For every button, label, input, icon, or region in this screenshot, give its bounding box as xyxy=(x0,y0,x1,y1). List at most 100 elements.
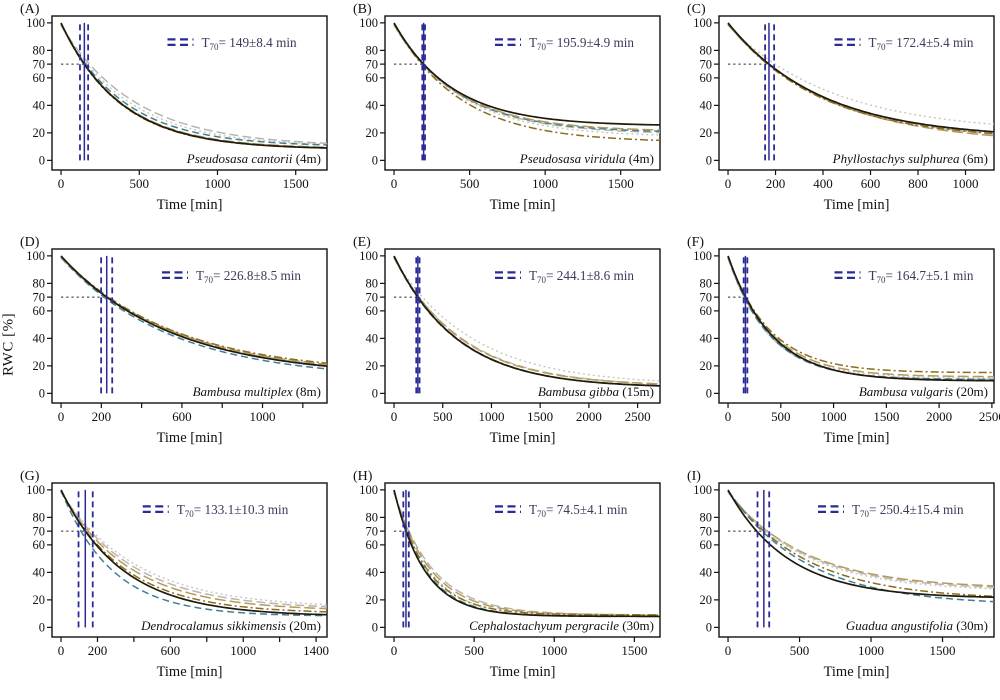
y-tick-label: 60 xyxy=(699,71,711,85)
x-axis-title: Time [min] xyxy=(490,197,556,213)
y-tick-label: 80 xyxy=(699,277,711,291)
x-tick-label: 2500 xyxy=(625,409,651,424)
x-tick-label: 0 xyxy=(724,176,731,191)
y-tick-label: 20 xyxy=(33,593,45,607)
series-longdash-tan-curve xyxy=(393,257,661,386)
series-dash-gray-curve xyxy=(393,257,661,385)
y-tick-label: 60 xyxy=(699,304,711,318)
x-tick-label: 1000 xyxy=(542,643,568,658)
series-solid-black-curve xyxy=(726,255,994,382)
y-tick-label: 70 xyxy=(366,524,378,538)
series-dash-teal-curve xyxy=(60,257,328,370)
plot-frame xyxy=(51,15,328,171)
panel-letter: (A) xyxy=(20,2,40,17)
y-tick-label: 20 xyxy=(699,359,711,373)
series-solid-black-curve xyxy=(393,489,661,617)
x-axis-title: Time [min] xyxy=(157,197,223,213)
t70-annotation: T70= 164.7±5.1 min xyxy=(868,268,973,285)
x-tick-label: 2500 xyxy=(979,409,1000,424)
y-tick-label: 60 xyxy=(699,538,711,552)
panel-letter: (F) xyxy=(687,235,704,250)
species-label: Pseudosasa viridula (4m) xyxy=(519,151,654,166)
x-tick-label: 500 xyxy=(460,176,479,191)
panel-letter: (B) xyxy=(353,2,372,17)
y-tick-label: 0 xyxy=(372,154,378,168)
series-longdash-tan-curve xyxy=(727,491,994,587)
y-tick-label: 70 xyxy=(366,57,378,71)
y-tick-label: 80 xyxy=(699,44,711,58)
panel-a: (A) 0 20 40 60 70 80 100 0 500 1000 1500 T70= 149±8.… xyxy=(0,0,333,233)
plot-frame xyxy=(384,248,662,405)
y-tick-label: 0 xyxy=(705,620,711,634)
x-tick-label: 500 xyxy=(789,643,808,658)
series-dashdot-olive-curve xyxy=(727,22,994,135)
x-tick-label: 1500 xyxy=(929,643,955,658)
y-tick-label: 40 xyxy=(699,99,711,113)
y-tick-label: 20 xyxy=(366,593,378,607)
x-axis-title: Time [min] xyxy=(157,664,223,680)
x-axis-title: Time [min] xyxy=(157,430,223,446)
x-tick-label: 0 xyxy=(724,643,731,658)
x-tick-label: 0 xyxy=(391,176,398,191)
t70-annotation: T70= 172.4±5.4 min xyxy=(868,35,973,52)
x-tick-label: 600 xyxy=(172,409,191,424)
t70-annotation: T70= 133.1±10.3 min xyxy=(177,502,289,519)
t70-annotation: T70= 149±8.4 min xyxy=(201,35,297,52)
series-dashdot-olive-curve xyxy=(60,490,328,613)
x-tick-label: 1500 xyxy=(283,176,309,191)
y-tick-label: 70 xyxy=(33,57,45,71)
series-solid-black-curve xyxy=(727,22,994,133)
y-tick-label: 40 xyxy=(699,565,711,579)
x-tick-label: 500 xyxy=(433,409,452,424)
y-tick-label: 80 xyxy=(33,510,45,524)
series-dashdot-olive-curve xyxy=(393,490,661,616)
y-tick-label: 60 xyxy=(366,538,378,552)
y-tick-label: 40 xyxy=(366,565,378,579)
plot-frame xyxy=(717,15,995,171)
series-dash-gray-curve xyxy=(60,491,328,608)
x-tick-label: 1000 xyxy=(479,409,505,424)
t70-annotation: T70= 250.4±15.4 min xyxy=(852,502,964,519)
y-tick-label: 70 xyxy=(699,291,711,305)
x-tick-label: 0 xyxy=(724,409,731,424)
y-tick-label: 20 xyxy=(366,126,378,140)
y-tick-label: 0 xyxy=(705,387,711,401)
panel-letter: (C) xyxy=(687,2,706,17)
y-tick-label: 40 xyxy=(33,99,45,113)
y-tick-label: 70 xyxy=(366,291,378,305)
x-tick-label: 1000 xyxy=(532,176,558,191)
y-tick-label: 40 xyxy=(366,99,378,113)
plot-frame xyxy=(51,481,328,638)
x-tick-label: 1500 xyxy=(622,643,648,658)
species-label: Phyllostachys sulphurea (6m) xyxy=(831,151,987,166)
x-axis-title: Time [min] xyxy=(823,430,889,446)
x-axis-title: Time [min] xyxy=(490,664,556,680)
x-tick-label: 1000 xyxy=(820,409,846,424)
y-tick-label: 20 xyxy=(366,359,378,373)
y-tick-label: 60 xyxy=(366,304,378,318)
y-tick-label: 40 xyxy=(699,332,711,346)
plot-frame xyxy=(717,481,995,638)
x-tick-label: 1400 xyxy=(303,643,329,658)
y-tick-label: 60 xyxy=(33,304,45,318)
y-tick-label: 20 xyxy=(699,126,711,140)
y-tick-label: 80 xyxy=(366,44,378,58)
y-tick-label: 80 xyxy=(33,277,45,291)
panel-f: (F)0204060708010005001000150020002500T70… xyxy=(667,233,1000,466)
plot-frame xyxy=(384,15,662,171)
y-tick-label: 0 xyxy=(39,387,45,401)
y-tick-label: 80 xyxy=(366,510,378,524)
y-tick-label: 70 xyxy=(699,524,711,538)
y-tick-label: 0 xyxy=(39,154,45,168)
species-label: Bambusa vulgaris (20m) xyxy=(859,384,988,399)
series-dash-gray-curve xyxy=(393,491,661,616)
y-tick-label: 40 xyxy=(33,565,45,579)
y-tick-label: 80 xyxy=(699,510,711,524)
y-tick-label: 100 xyxy=(693,249,712,263)
x-tick-label: 500 xyxy=(130,176,149,191)
x-tick-label: 1000 xyxy=(205,176,231,191)
